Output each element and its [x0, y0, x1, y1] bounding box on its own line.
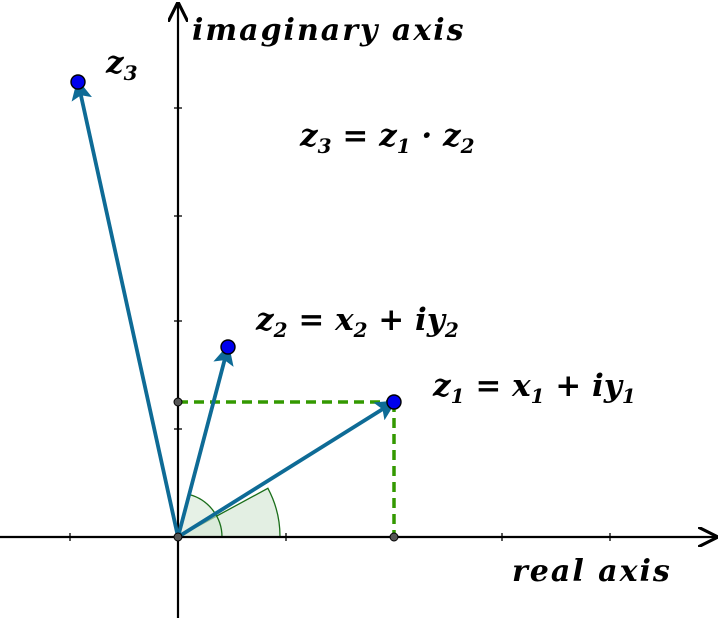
imaginary-axis-ticks — [174, 107, 182, 430]
product-equation: z3 = z1 · z2 — [299, 118, 475, 158]
label-z3: z3 — [105, 45, 138, 85]
origin-point — [173, 532, 183, 542]
point-z1 — [386, 394, 402, 410]
vector-z2 — [176, 343, 234, 538]
label-z1-equation: z1 = x1 + iy1 — [432, 368, 636, 408]
x1-projection-point — [389, 532, 399, 542]
point-z2 — [220, 339, 236, 355]
imaginary-axis-label: imaginary axis — [192, 13, 466, 48]
label-z2-equation: z2 = x2 + iy2 — [255, 302, 459, 342]
y1-projection-point — [173, 397, 183, 407]
real-axis-label: real axis — [512, 554, 672, 589]
vector-z3 — [71, 78, 180, 538]
vector-z1 — [176, 400, 397, 539]
angle-arc-z2 — [177, 493, 223, 538]
point-z3 — [70, 74, 86, 90]
